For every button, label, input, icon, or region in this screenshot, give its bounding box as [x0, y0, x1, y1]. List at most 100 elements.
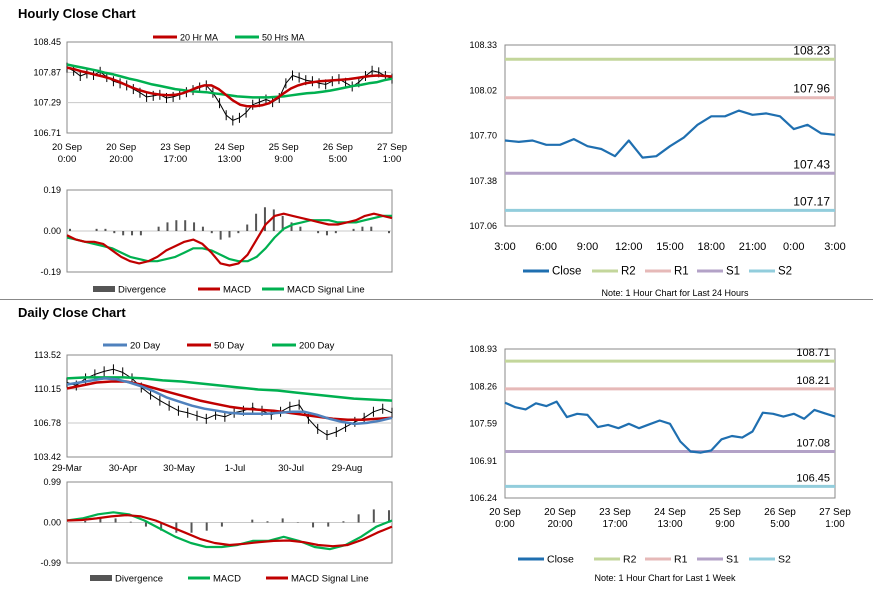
daily-pivot-ytick-label: 106.24: [469, 493, 497, 503]
hourly-pivot-xtick-label: 3:00: [494, 241, 515, 253]
hourly-price-xtick-label: 26 Sep: [323, 142, 353, 153]
hourly-section-title: Hourly Close Chart: [18, 6, 136, 21]
hourly-20hr-ma-line: [66, 66, 393, 108]
daily-legend-20-day-label: 20 Day: [130, 341, 160, 352]
hourly-pivot-ytick-label: 107.70: [469, 131, 497, 141]
daily-pivot-s1-level-label: 107.08: [796, 437, 830, 449]
daily-pivot-xtick-label: 20:00: [547, 519, 572, 530]
hourly-macd-signal-line: [66, 214, 392, 263]
daily-pivot-frame: [504, 348, 836, 499]
daily-pivot-ytick-label: 108.93: [469, 344, 497, 354]
daily-price-xtick-label: 29-Mar: [52, 463, 82, 474]
daily-pivot-xtick-label: 26 Sep: [764, 507, 796, 518]
hourly-pivot-r2-level-label: 108.23: [793, 43, 830, 57]
daily-pivot-legend-r1-label: R1: [674, 554, 688, 566]
hourly-pivot-legend-close-label: Close: [552, 266, 581, 278]
daily-pivot-xtick-label: 0:00: [495, 519, 515, 530]
hourly-pivot-ytick-label: 108.02: [469, 85, 497, 95]
hourly-price-xtick-label: 25 Sep: [269, 142, 299, 153]
daily-price-line: [66, 368, 393, 436]
hourly-pivot-xtick-label: 6:00: [536, 241, 557, 253]
hourly-price-xtick-label: 20:00: [109, 154, 133, 165]
hourly-price-xtick-label: 20 Sep: [52, 142, 82, 153]
hourly-pivot-legend-s1-label: S1: [726, 266, 740, 278]
daily-pivot-xtick-label: 1:00: [825, 519, 845, 530]
daily-pivot-xtick-label: 5:00: [770, 519, 790, 530]
hourly-pivot-ytick-label: 107.06: [469, 221, 497, 231]
hourly-legend-50hr-ma-label: 50 Hrs MA: [262, 33, 305, 43]
hourly-pivot-s2-level-label: 107.17: [793, 194, 830, 208]
hourly-pivot-legend-s2-label: S2: [778, 266, 792, 278]
daily-pivot-xtick-label: 24 Sep: [654, 507, 686, 518]
daily-pivot-legend-close-label: Close: [547, 554, 574, 566]
daily-macd-line: [66, 511, 393, 551]
hourly-pivot-legend-r2-label: R2: [621, 266, 636, 278]
hourly-pivot-xtick-label: 0:00: [783, 241, 804, 253]
hourly-legend-macd-signal-label: MACD Signal Line: [287, 285, 365, 296]
daily-pivot-legend-r2-label: R2: [623, 554, 637, 566]
daily-pivot-xtick-label: 20 Sep: [489, 507, 521, 518]
daily-price-xtick-label: 30-Jul: [278, 463, 304, 474]
daily-200-day-ma-line: [66, 376, 393, 402]
daily-price-xtick-label: 30-Apr: [109, 463, 138, 474]
daily-price-ytick-label: 113.52: [34, 350, 61, 360]
hourly-pivot-xtick-label: 15:00: [656, 241, 684, 253]
daily-legend-50-day-label: 50 Day: [214, 341, 244, 352]
hourly-pivot-close-line: [504, 109, 836, 159]
daily-pivot-xtick-label: 20 Sep: [544, 507, 576, 518]
daily-pivot-ytick-label: 108.26: [469, 381, 497, 391]
section-divider: [0, 299, 873, 300]
daily-legend-macd-label: MACD: [213, 574, 241, 585]
daily-pivot-r1-level-label: 108.21: [796, 375, 830, 387]
daily-price-xtick-label: 30-May: [163, 463, 195, 474]
hourly-pivot-xtick-label: 12:00: [615, 241, 643, 253]
daily-pivot-ytick-label: 106.91: [469, 456, 497, 466]
daily-pivot-r2-level-label: 108.71: [796, 347, 830, 359]
daily-pivot-close-line: [504, 400, 836, 454]
hourly-price-xtick-label: 9:00: [274, 154, 293, 165]
hourly-pivot-r1-level-label: 107.96: [793, 82, 830, 96]
daily-section-title: Daily Close Chart: [18, 305, 126, 320]
daily-price-ytick-label: 110.15: [34, 384, 61, 394]
daily-pivot-ytick-label: 107.59: [469, 419, 497, 429]
hourly-macd-line: [66, 212, 393, 267]
daily-price-frame: [66, 354, 393, 458]
daily-macd-ytick-label: 0.00: [43, 518, 61, 528]
daily-legend-200-day-label: 200 Day: [299, 341, 335, 352]
hourly-price-ytick-label: 107.87: [33, 67, 61, 77]
hourly-price-ytick-label: 106.71: [33, 128, 61, 138]
hourly-price-xtick-label: 24 Sep: [214, 142, 244, 153]
hourly-pivot-legend-r1-label: R1: [674, 266, 689, 278]
hourly-price-xtick-label: 0:00: [58, 154, 77, 165]
hourly-pivot-xtick-label: 21:00: [739, 241, 767, 253]
daily-pivot-legend-s2-label: S2: [778, 554, 791, 566]
daily-price-xtick-label: 29-Aug: [332, 463, 363, 474]
hourly-pivot-xtick-label: 3:00: [824, 241, 845, 253]
hourly-50hr-ma-line: [66, 63, 393, 99]
hourly-pivot-xtick-label: 18:00: [697, 241, 725, 253]
daily-pivot-xtick-label: 13:00: [657, 519, 682, 530]
hourly-pivot-s1-level-label: 107.43: [793, 157, 830, 171]
daily-pivot-xtick-label: 17:00: [602, 519, 627, 530]
hourly-macd-ytick-label: -0.19: [40, 267, 61, 277]
daily-price-ytick-label: 103.42: [33, 452, 61, 462]
hourly-pivot-ytick-label: 108.33: [469, 40, 497, 50]
hourly-price-ytick-label: 108.45: [33, 37, 61, 47]
hourly-macd-ytick-label: 0.19: [43, 185, 61, 195]
hourly-price-xtick-label: 27 Sep: [377, 142, 407, 153]
hourly-price-xtick-label: 5:00: [329, 154, 348, 165]
hourly-legend-divergence-label: Divergence: [118, 285, 166, 296]
hourly-price-xtick-label: 23 Sep: [160, 142, 190, 153]
daily-pivot-xtick-label: 9:00: [715, 519, 735, 530]
daily-pivot-xtick-label: 25 Sep: [709, 507, 741, 518]
hourly-price-xtick-label: 17:00: [163, 154, 187, 165]
daily-pivot-xtick-label: 27 Sep: [819, 507, 851, 518]
daily-price-xtick-label: 1-Jul: [225, 463, 246, 474]
hourly-price-ytick-label: 107.29: [33, 98, 61, 108]
daily-pivot-note: Note: 1 Hour Chart for Last 1 Week: [594, 573, 736, 583]
daily-pivot-s2-level-label: 106.45: [796, 472, 830, 484]
hourly-pivot-xtick-label: 9:00: [577, 241, 598, 253]
hourly-price-frame: [66, 41, 393, 134]
daily-20-day-ma-line: [66, 377, 393, 426]
